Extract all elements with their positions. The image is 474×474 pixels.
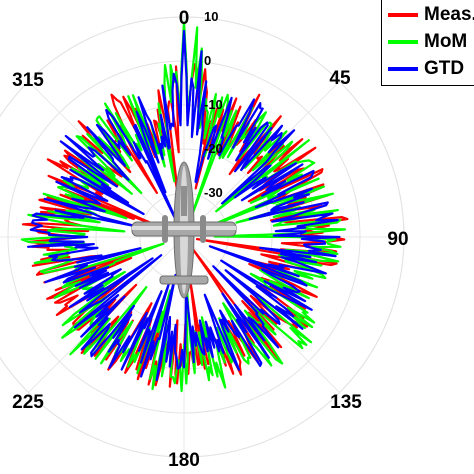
legend-label: MoM <box>424 31 468 52</box>
angle-tick-label: 315 <box>12 70 44 91</box>
aircraft-icon <box>131 161 237 299</box>
angle-tick-label: 0 <box>179 8 190 29</box>
angle-tick-label: 90 <box>387 229 408 250</box>
legend-swatch <box>388 40 418 44</box>
angle-tick-label: 180 <box>168 450 200 471</box>
legend-swatch <box>388 67 418 71</box>
series-layer <box>20 21 349 393</box>
axis-labels: 0 45 90 135 180 225 315 10 0 -10 -20 -30 <box>12 8 408 471</box>
legend-item: GTD <box>382 57 464 81</box>
angle-tick-label: 135 <box>330 392 362 413</box>
radial-tick-label: -20 <box>204 141 223 156</box>
radial-tick-label: -10 <box>204 97 223 112</box>
legend-label: GTD <box>424 58 465 79</box>
legend: Meas. MoM GTD <box>381 0 474 86</box>
legend-label: Meas. <box>424 4 474 25</box>
angle-tick-label: 45 <box>329 68 351 89</box>
series-line <box>27 30 341 382</box>
angle-tick-label: 225 <box>12 392 44 413</box>
radial-tick-label: -30 <box>204 185 223 200</box>
radial-tick-label: 10 <box>204 9 218 24</box>
legend-item: MoM <box>382 30 467 54</box>
legend-item: Meas. <box>382 3 474 27</box>
legend-swatch <box>388 13 418 17</box>
radial-tick-label: 0 <box>204 53 211 68</box>
